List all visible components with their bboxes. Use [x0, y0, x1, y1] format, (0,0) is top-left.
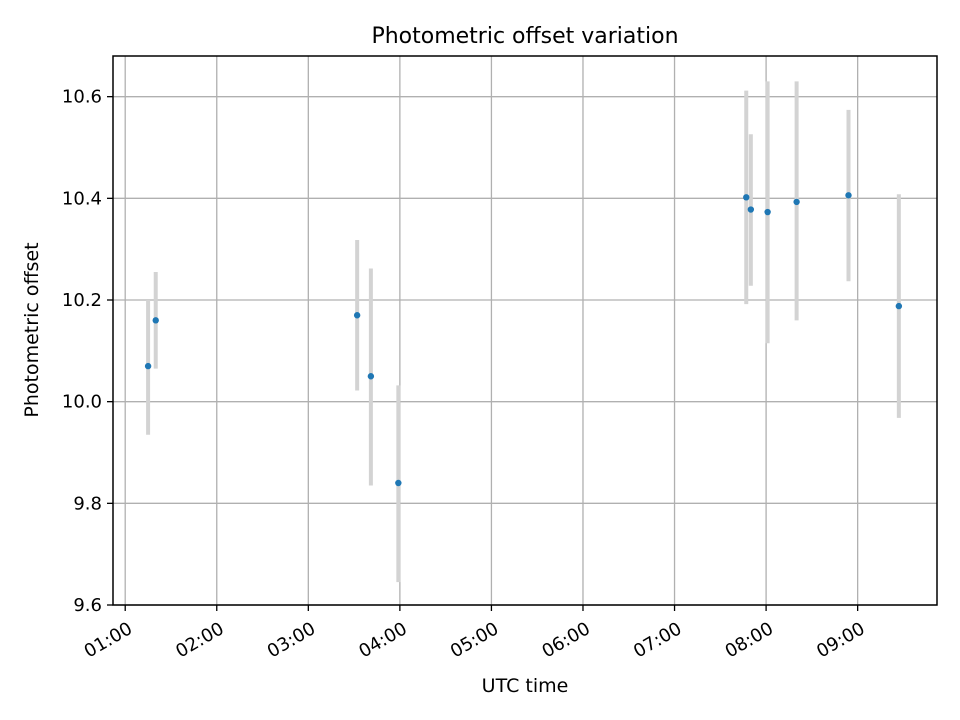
- data-point: [895, 302, 903, 310]
- data-point: [353, 312, 361, 319]
- data-point: [395, 479, 402, 487]
- x-tick-label: 03:00: [264, 618, 319, 662]
- x-tick-label: 02:00: [172, 618, 227, 662]
- error-bars: [146, 81, 901, 583]
- x-tick-label: 08:00: [722, 618, 777, 662]
- y-axis-ticks: 9.6 9.8 10.0 10.2 10.4 10.6: [62, 87, 113, 616]
- x-tick-label: 06:00: [538, 618, 593, 662]
- chart-title: Photometric offset variation: [371, 24, 678, 49]
- x-axis-label: UTC time: [482, 675, 569, 697]
- y-tick-label: 10.4: [62, 188, 102, 209]
- y-tick-label: 9.8: [73, 493, 102, 514]
- y-tick-label: 9.6: [73, 595, 102, 616]
- grid: [113, 56, 937, 606]
- y-tick-label: 10.2: [62, 290, 102, 311]
- data-point: [764, 208, 771, 216]
- y-tick-label: 10.6: [62, 87, 102, 108]
- x-axis-ticks: 01:00 02:00 03:00 04:00 05:00 06:00 07:00 08:00…: [81, 605, 869, 662]
- x-tick-label: 09:00: [813, 618, 868, 662]
- data-points: [144, 192, 903, 487]
- x-tick-label: 07:00: [630, 618, 685, 662]
- data-point: [793, 198, 800, 206]
- data-point: [845, 192, 852, 199]
- x-tick-label: 05:00: [447, 618, 502, 662]
- data-point: [747, 206, 755, 213]
- y-axis-label: Photometric offset: [21, 242, 43, 417]
- data-point: [743, 194, 750, 201]
- plot-frame: [112, 55, 938, 606]
- data-point: [144, 362, 152, 370]
- x-tick-label: 01:00: [81, 618, 136, 662]
- data-point: [152, 317, 159, 324]
- x-tick-label: 04:00: [355, 618, 410, 662]
- y-tick-label: 10.0: [62, 392, 102, 413]
- data-point: [367, 373, 375, 380]
